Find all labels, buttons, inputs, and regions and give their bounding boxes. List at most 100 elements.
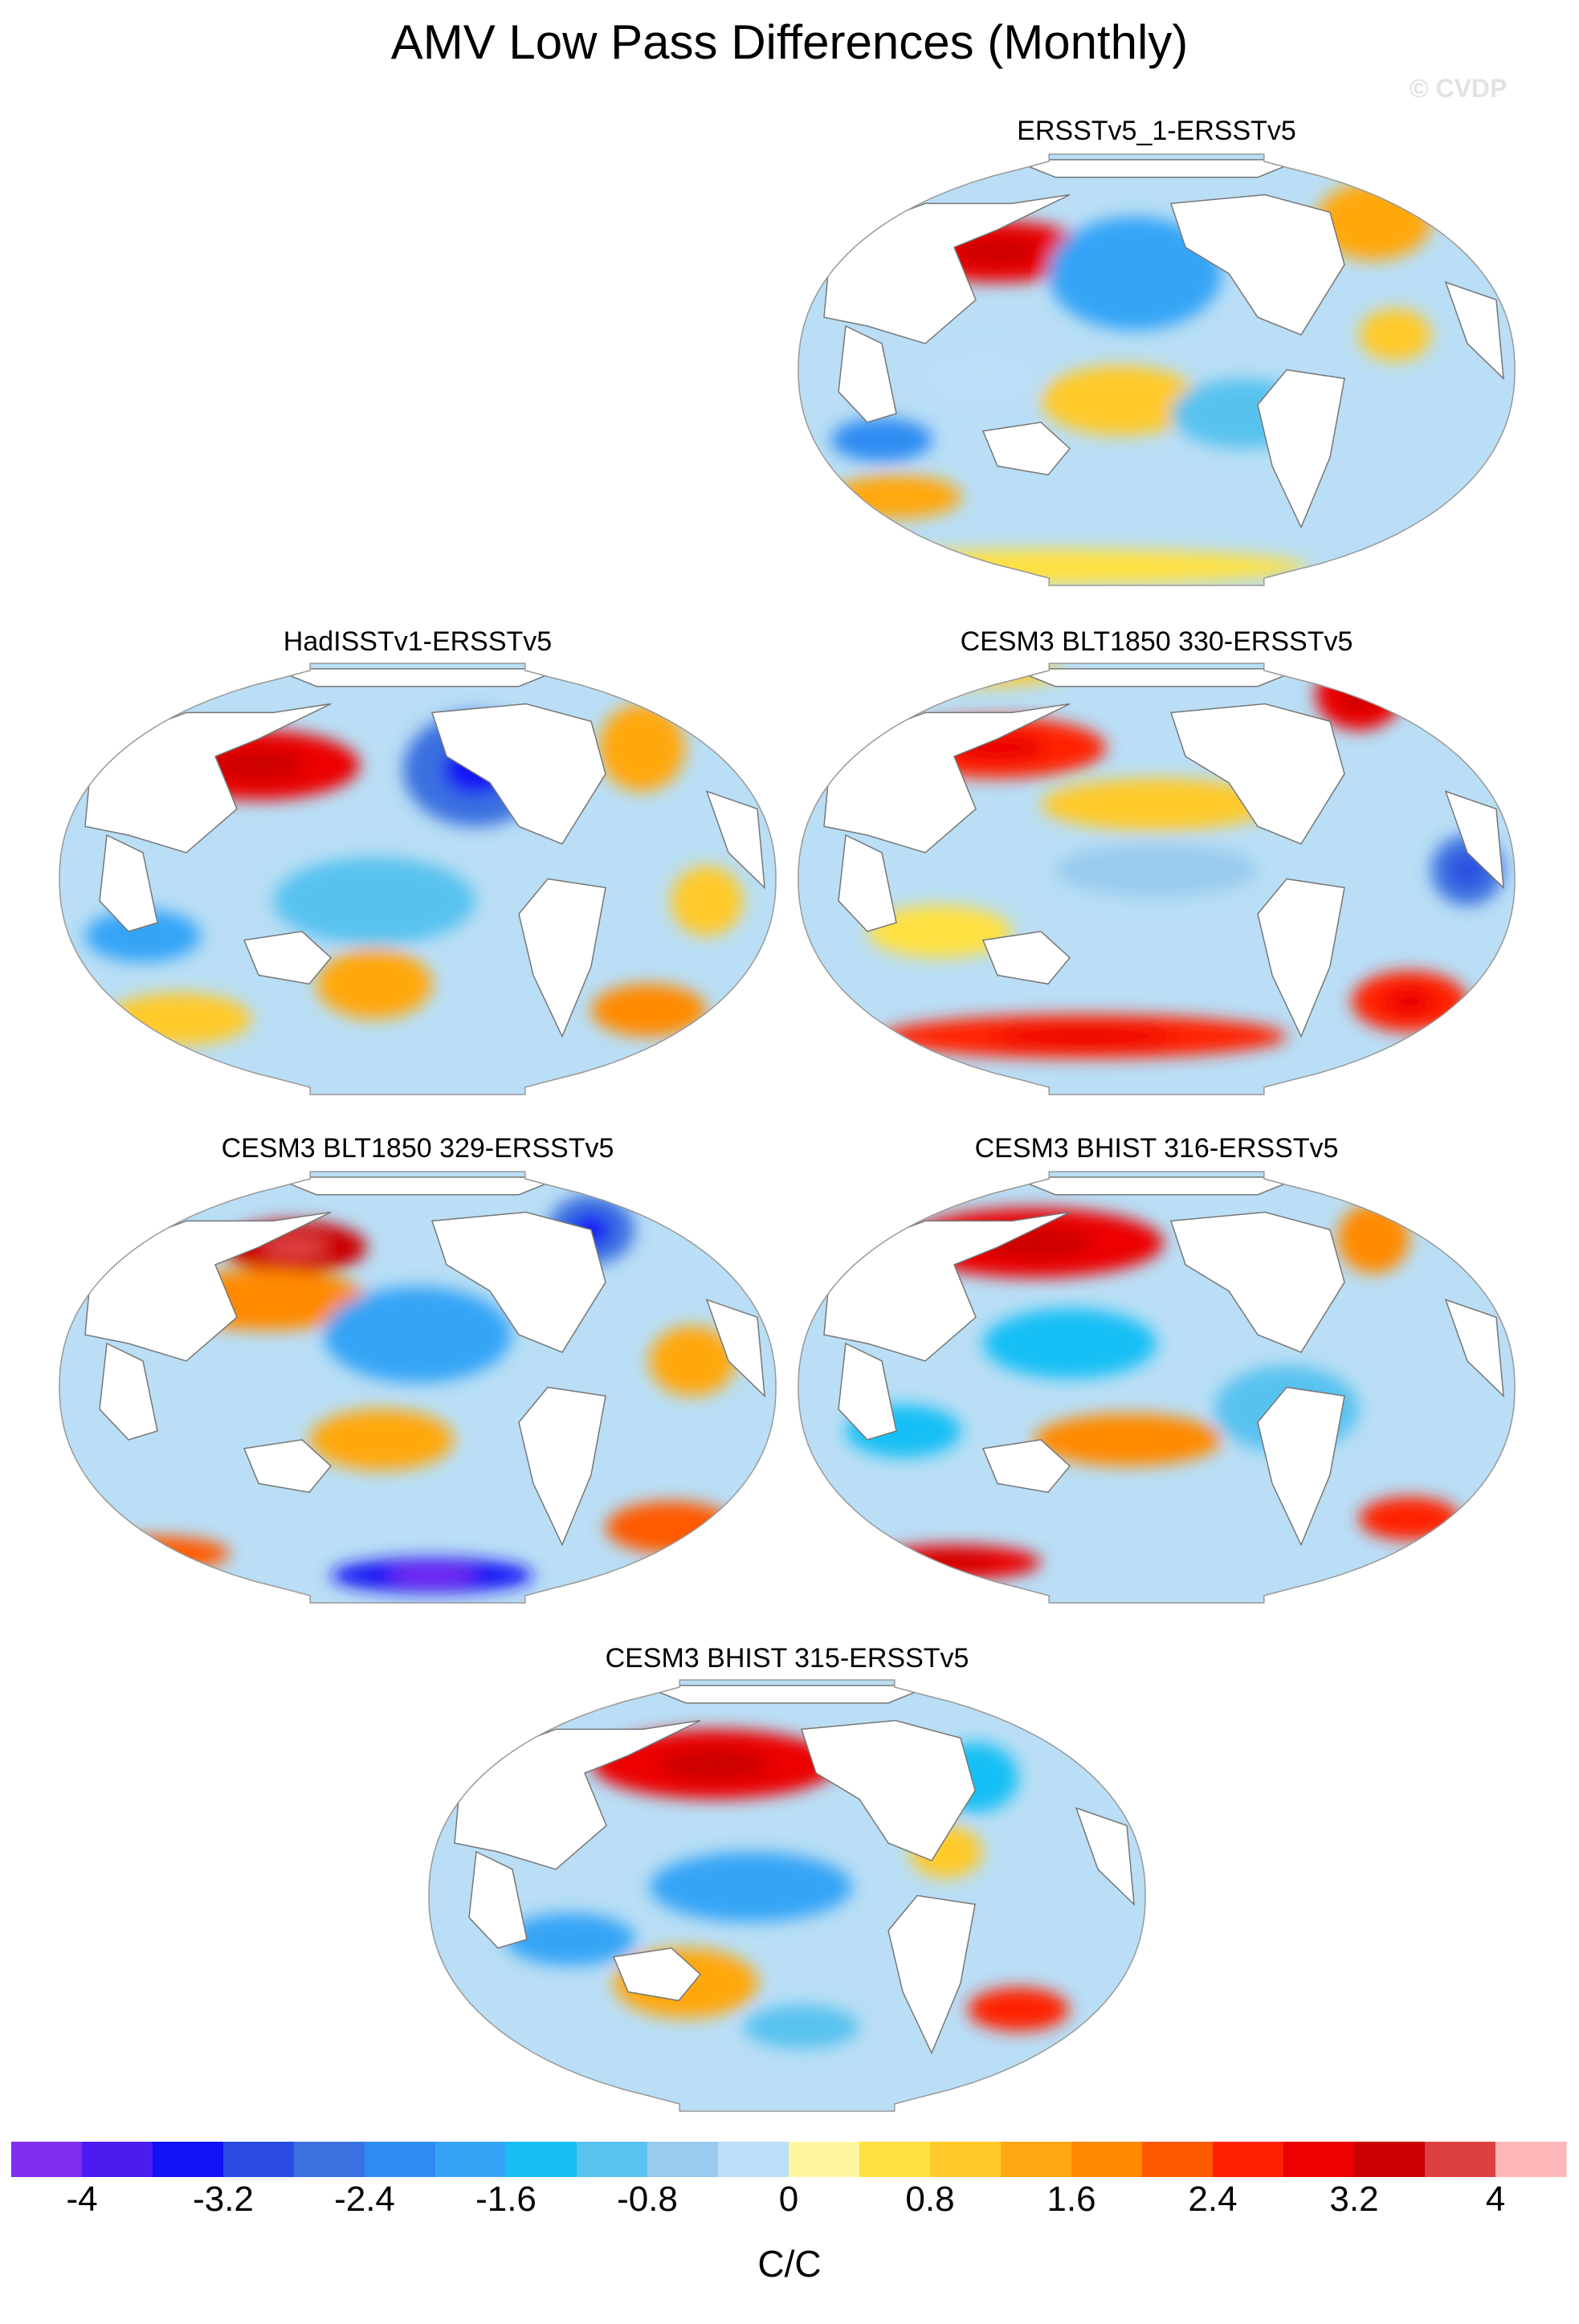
land-mass <box>838 1342 897 1441</box>
anomaly-core <box>672 1345 712 1377</box>
colorbar-swatch <box>577 2142 648 2177</box>
map-panel-ersstv5-1 <box>798 153 1516 586</box>
colorbar-swatch <box>1213 2142 1284 2177</box>
anomaly-core <box>1347 203 1400 239</box>
anomaly-core <box>1084 385 1157 417</box>
anomaly-core <box>1357 1222 1390 1254</box>
land-mass <box>981 931 1071 985</box>
anomaly-core <box>859 430 905 450</box>
land-mass <box>642 1685 932 1704</box>
land-mass <box>823 1211 1071 1362</box>
colorbar-tick-label: -2.4 <box>334 2179 395 2219</box>
anomaly-core <box>775 2016 828 2037</box>
map-panel-bhist-315 <box>428 1679 1146 2112</box>
anomaly-core <box>220 1286 312 1314</box>
land-mass <box>518 1386 606 1547</box>
colorbar-swatch <box>1425 2142 1496 2177</box>
anomaly-core <box>995 1999 1042 2020</box>
anomaly-core <box>907 919 973 944</box>
panel-title-bhist-316: CESM3 BHIST 316-ERSSTv5 <box>974 1133 1339 1164</box>
map-field <box>798 154 1515 585</box>
land-mass <box>838 834 897 932</box>
land-mass <box>1444 1299 1504 1398</box>
land-mass <box>823 194 1071 345</box>
land-mass <box>1257 1386 1345 1547</box>
map-outline <box>428 1679 1146 2112</box>
anomaly-core <box>1386 1508 1433 1529</box>
colorbar-swatch <box>82 2142 153 2177</box>
anomaly-core <box>1096 247 1174 300</box>
anomaly-core <box>348 968 401 1000</box>
map-outline <box>59 1171 777 1604</box>
land-mass <box>612 1947 702 2002</box>
land-mass <box>468 1850 528 1949</box>
colorbar-swatch <box>153 2142 224 2177</box>
map-field <box>798 1172 1515 1603</box>
land-mass <box>981 1439 1071 1494</box>
colorbar-swatch <box>223 2142 295 2177</box>
anomaly-core <box>659 1748 770 1780</box>
colorbar-swatch <box>365 2142 436 2177</box>
colorbar-tick-label: 1.6 <box>1047 2179 1096 2219</box>
land-mass <box>705 790 765 890</box>
colorbar-tick-label: 2.4 <box>1188 2179 1237 2219</box>
map-panel-blt1850-330 <box>798 663 1516 1095</box>
anomaly-core <box>1104 793 1209 817</box>
map-field <box>798 663 1515 1095</box>
panel-title-hadisstv1: HadISSTv1-ERSSTv5 <box>283 626 553 657</box>
anomaly-core <box>941 558 1169 575</box>
land-mass <box>1075 1807 1135 1906</box>
colorbar-tick-label: 4 <box>1486 2179 1505 2219</box>
land-mass <box>887 1894 976 2055</box>
anomaly-core <box>955 238 1040 266</box>
land-mass <box>1169 1211 1345 1353</box>
land-mass <box>518 878 606 1038</box>
land-mass <box>823 703 1071 854</box>
land-mass <box>99 834 158 932</box>
land-mass <box>1257 369 1345 529</box>
colorbar-swatch <box>1001 2142 1072 2177</box>
anomaly-core <box>936 667 1015 679</box>
land-mass <box>430 703 606 845</box>
colorbar-units-label: C/C <box>757 2243 822 2285</box>
land-mass <box>84 703 332 854</box>
map-field <box>59 1172 776 1603</box>
land-mass <box>243 931 333 985</box>
anomaly-core <box>1450 854 1484 887</box>
map-outline <box>59 663 777 1095</box>
anomaly-core <box>993 1026 1176 1046</box>
anomaly-core <box>1383 987 1436 1016</box>
map-field <box>429 1680 1145 2111</box>
colorbar-tick-label: 3.2 <box>1329 2179 1378 2219</box>
land-mass <box>454 1719 701 1870</box>
land-mass <box>1444 790 1504 890</box>
anomaly-core <box>541 1927 600 1951</box>
colorbar-swatch <box>1283 2142 1355 2177</box>
land-mass <box>272 668 563 687</box>
panel-title-bhist-315: CESM3 BHIST 315-ERSSTv5 <box>605 1643 969 1674</box>
map-panel-hadisstv1 <box>59 663 777 1095</box>
land-mass <box>705 1299 765 1398</box>
colorbar-swatch <box>1354 2142 1426 2177</box>
colorbar-swatch <box>506 2142 577 2177</box>
land-mass <box>84 1211 332 1362</box>
land-mass <box>243 1439 333 1494</box>
land-mass <box>1257 878 1345 1038</box>
anomaly-core <box>328 881 420 921</box>
land-mass <box>1169 194 1345 336</box>
colorbar-swatch <box>11 2142 83 2177</box>
colorbar-tick-label: 0.8 <box>905 2179 954 2219</box>
anomaly-core <box>146 1007 212 1031</box>
map-panel-blt1850-329 <box>59 1171 777 1604</box>
colorbar-swatch <box>1071 2142 1143 2177</box>
anomaly-core <box>705 1870 797 1903</box>
panel-title-ersstv5-1: ERSSTv5_1-ERSSTv5 <box>1017 116 1296 146</box>
anomaly-core <box>1030 1327 1109 1360</box>
colorbar-swatch <box>718 2142 790 2177</box>
land-mass <box>430 1211 606 1353</box>
land-mass <box>800 1719 976 1861</box>
anomaly-core <box>641 1515 700 1539</box>
panel-title-blt1850-329: CESM3 BLT1850 329-ERSSTv5 <box>221 1133 614 1164</box>
anomaly-core <box>349 1425 414 1454</box>
colorbar-tick-label: 0 <box>779 2179 798 2219</box>
